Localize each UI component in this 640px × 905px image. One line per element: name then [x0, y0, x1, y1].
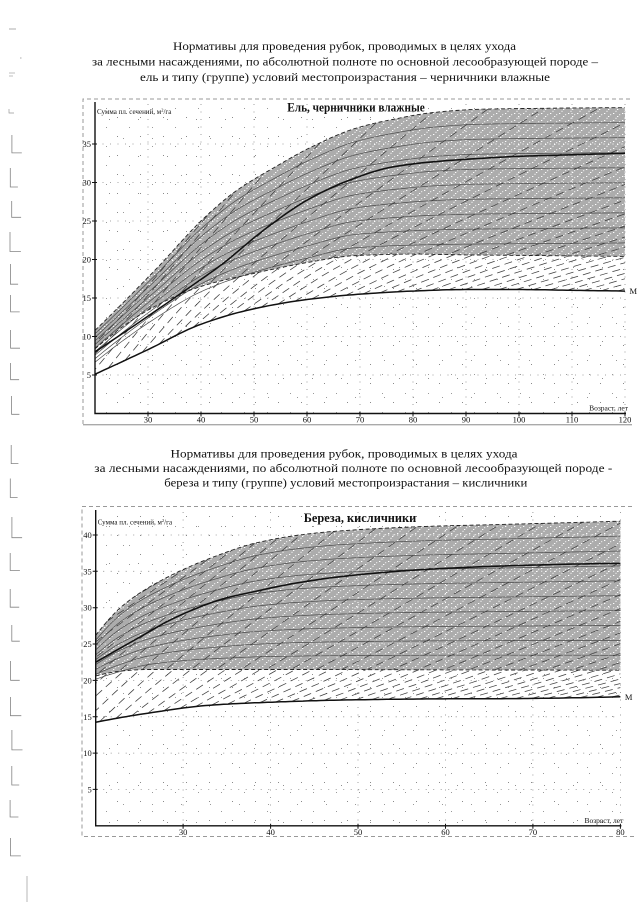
svg-text:60: 60: [303, 415, 312, 425]
svg-text:90: 90: [462, 415, 471, 425]
svg-text:10: 10: [83, 332, 92, 342]
svg-text:80: 80: [409, 415, 418, 425]
svg-text:за лесными насаждениями, по аб: за лесными насаждениями, по абсолютной п…: [92, 55, 599, 69]
svg-text:35: 35: [83, 139, 92, 149]
svg-text:25: 25: [83, 216, 92, 226]
svg-text:береза и типу (группе) условий: береза и типу (группе) условий местопрои…: [164, 475, 528, 489]
svg-text:Возраст, лет: Возраст, лет: [589, 404, 629, 413]
svg-text:30: 30: [83, 603, 92, 613]
svg-text:40: 40: [266, 827, 275, 837]
svg-text:15: 15: [83, 293, 92, 303]
svg-text:80: 80: [616, 827, 625, 837]
svg-text:за лесными насаждениями, по аб: за лесными насаждениями, по абсолютной п…: [94, 461, 612, 475]
svg-text:Сумма пл. сечений, м2/га: Сумма пл. сечений, м2/га: [98, 518, 173, 527]
svg-text:М: М: [630, 286, 638, 296]
svg-text:40: 40: [83, 530, 92, 540]
svg-text:20: 20: [83, 255, 92, 265]
svg-text:100: 100: [513, 415, 526, 425]
svg-text:50: 50: [354, 827, 363, 837]
svg-text:60: 60: [441, 827, 450, 837]
svg-text:М: М: [625, 692, 633, 702]
svg-text:120: 120: [619, 415, 632, 425]
svg-text:Возраст, лет: Возраст, лет: [584, 816, 624, 825]
svg-text:30: 30: [144, 415, 153, 425]
svg-text:Нормативы для проведения рубок: Нормативы для проведения рубок, проводим…: [173, 39, 517, 53]
svg-text:5: 5: [87, 784, 91, 794]
svg-text:Береза, кисличники: Береза, кисличники: [304, 510, 417, 525]
svg-text:Нормативы для проведения рубок: Нормативы для проведения рубок, проводим…: [171, 447, 519, 461]
svg-text:20: 20: [83, 675, 92, 685]
svg-text:30: 30: [83, 178, 92, 188]
svg-text:15: 15: [83, 712, 92, 722]
svg-text:35: 35: [83, 566, 92, 576]
svg-text:Сумма пл. сечений, м2/га: Сумма пл. сечений, м2/га: [97, 108, 172, 117]
svg-text:50: 50: [250, 415, 259, 425]
svg-text:ель и типу (группе) условий ме: ель и типу (группе) условий местопроизра…: [140, 70, 550, 84]
svg-text:25: 25: [83, 639, 92, 649]
svg-text:Ель, черничники влажные: Ель, черничники влажные: [287, 100, 425, 115]
svg-text:5: 5: [87, 370, 91, 380]
svg-text:10: 10: [83, 748, 92, 758]
svg-text:70: 70: [529, 827, 538, 837]
svg-text:40: 40: [197, 415, 206, 425]
svg-text:70: 70: [356, 415, 365, 425]
svg-text:110: 110: [566, 415, 578, 425]
svg-text:30: 30: [179, 827, 188, 837]
